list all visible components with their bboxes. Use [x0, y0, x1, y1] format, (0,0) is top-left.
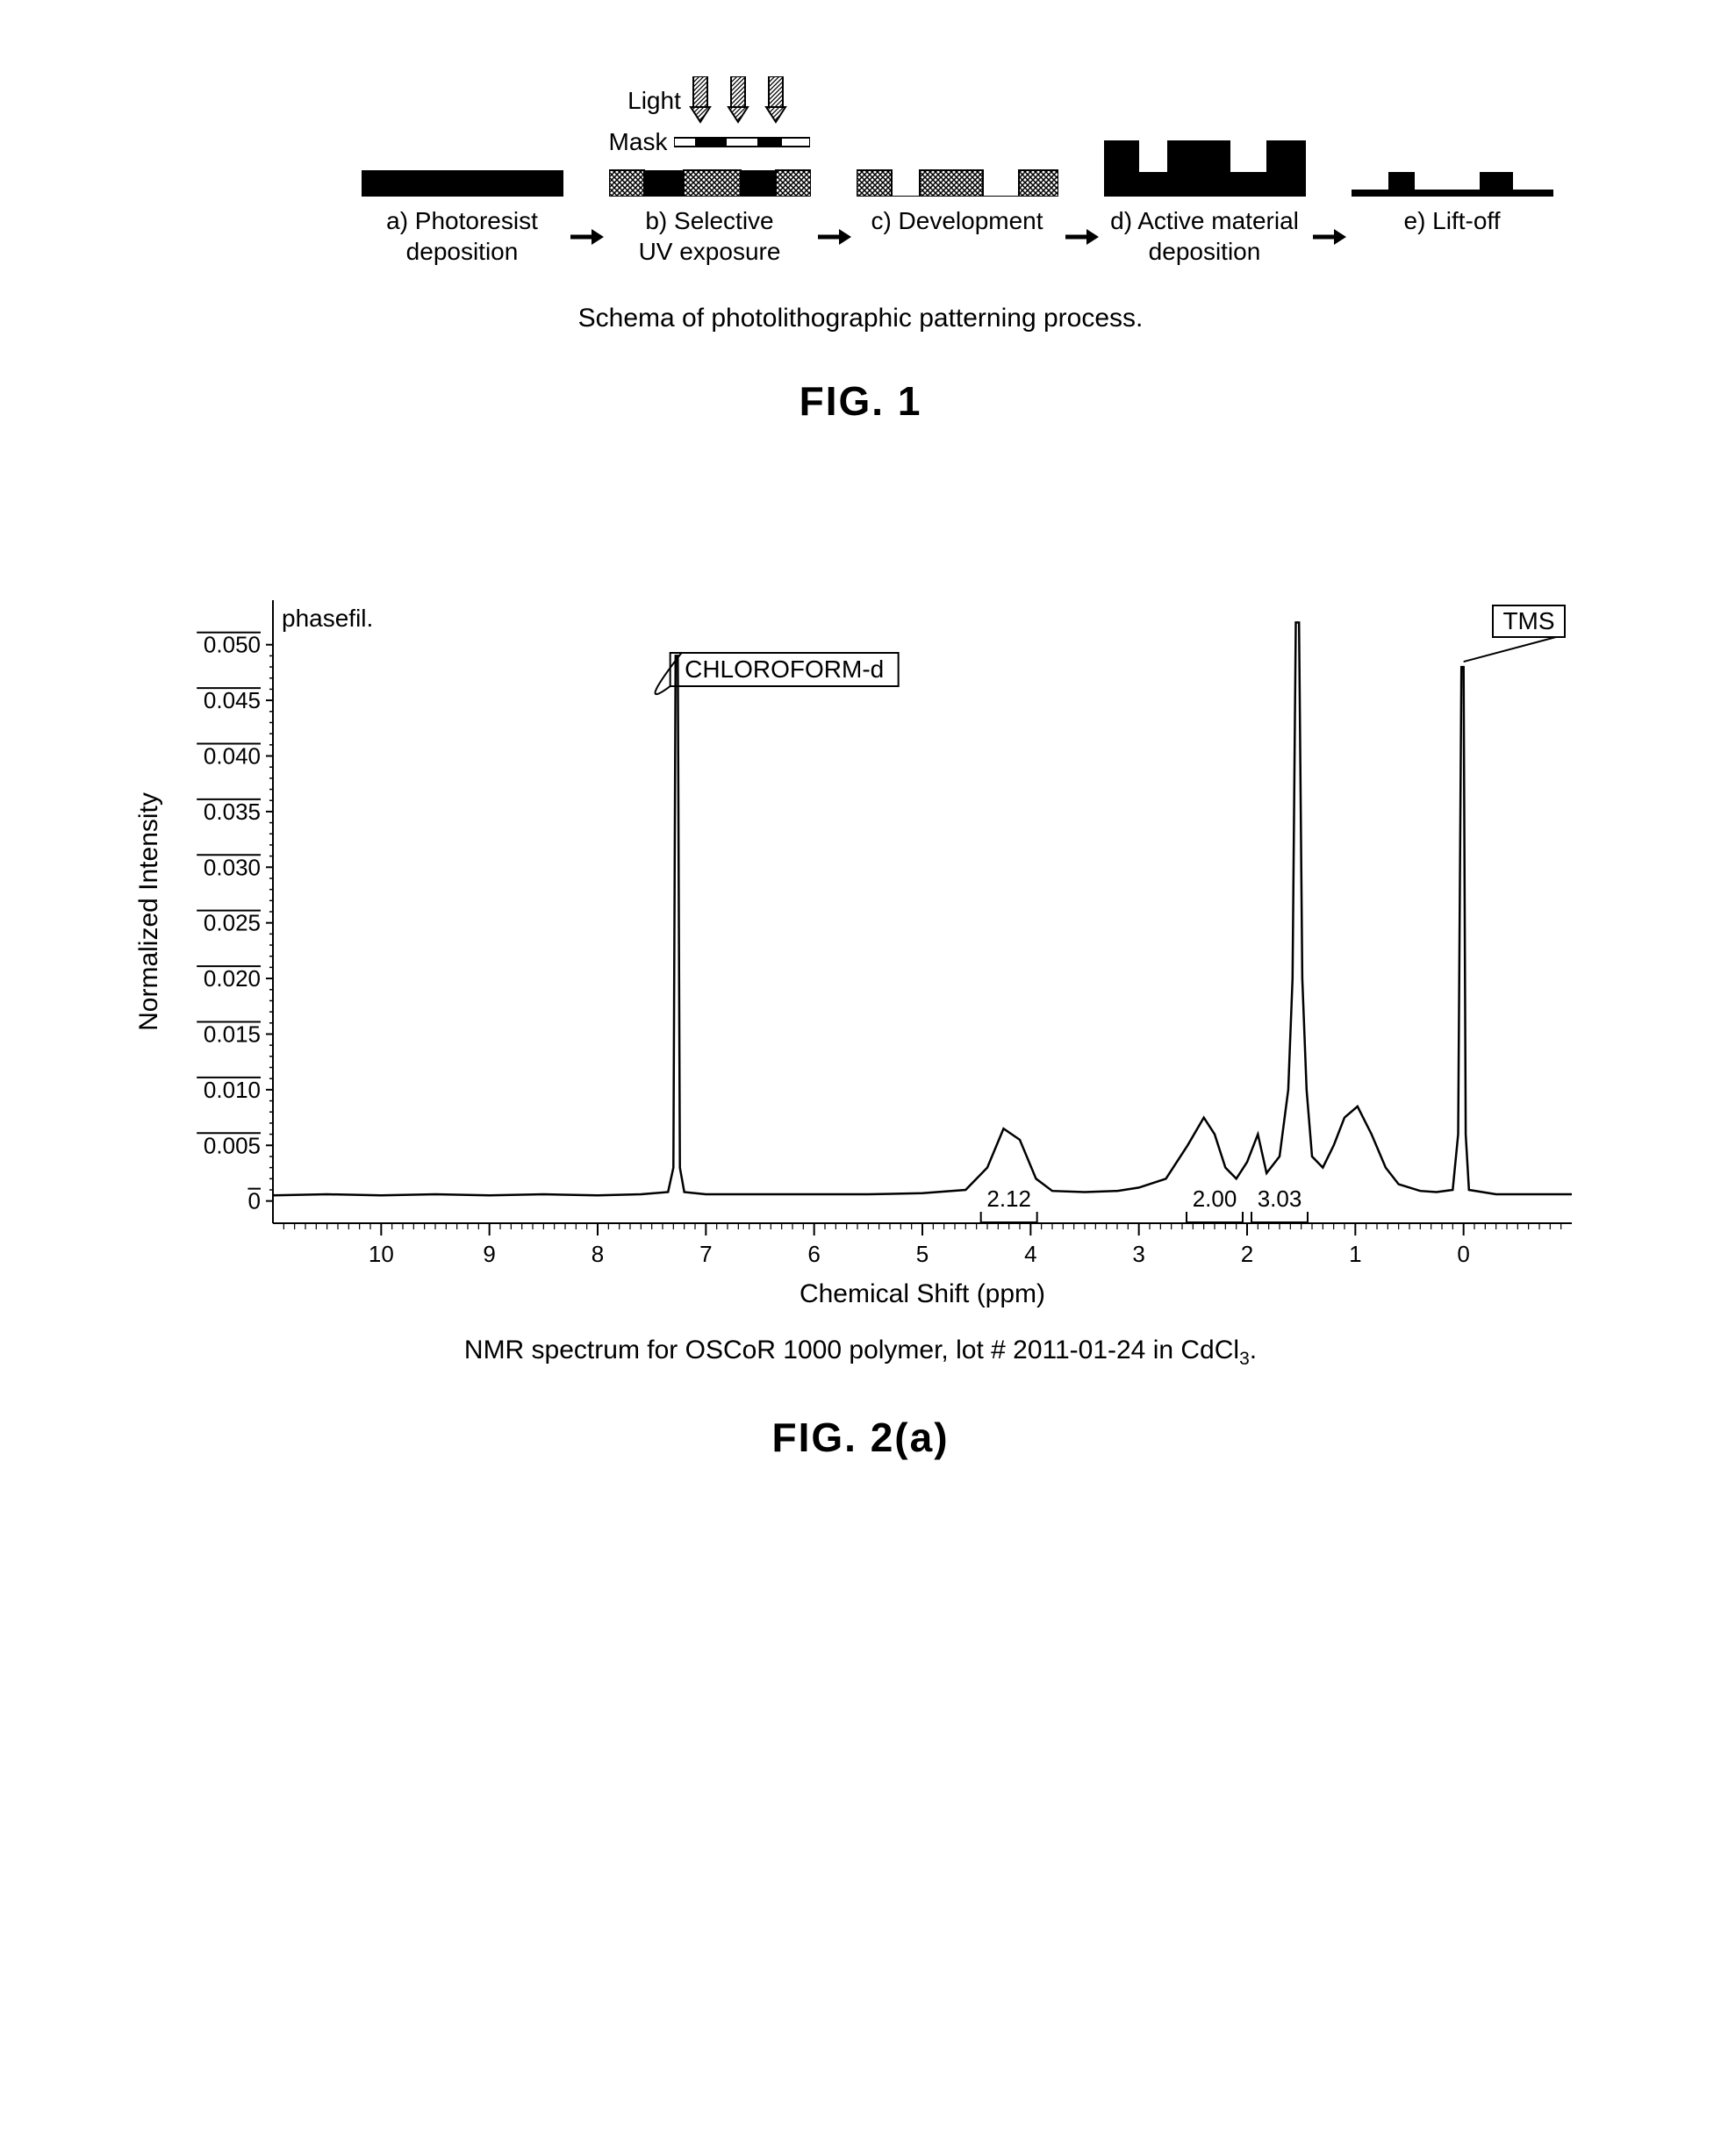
- step-d-caption: d) Active material deposition: [1110, 205, 1299, 269]
- step-a-caption: a) Photoresist deposition: [386, 205, 538, 269]
- svg-text:0.045: 0.045: [203, 687, 260, 713]
- fig2-caption-suffix: .: [1250, 1336, 1257, 1365]
- svg-text:2: 2: [1240, 1241, 1252, 1267]
- nmr-svg: 0 0.005 0.010 0.015 0.020 0.025 0.030 0.035 0.04…: [124, 583, 1598, 1320]
- step-c-line1: c) Development: [871, 205, 1043, 236]
- svg-text:0: 0: [1457, 1241, 1469, 1267]
- fig2-caption-sub: 3: [1239, 1349, 1250, 1369]
- schema-row: a) Photoresist deposition Light: [246, 35, 1668, 269]
- fig2-label: FIG. 2(a): [53, 1414, 1668, 1461]
- step-d-line2: deposition: [1110, 236, 1299, 267]
- mask-label: Mask: [609, 128, 668, 156]
- svg-text:7: 7: [699, 1241, 712, 1267]
- arrow-de: [1306, 221, 1352, 258]
- light-label: Light: [627, 87, 681, 115]
- step-e-graphic: [1352, 161, 1553, 197]
- fig2-caption: NMR spectrum for OSCoR 1000 polymer, lot…: [53, 1336, 1668, 1370]
- svg-text:5: 5: [915, 1241, 928, 1267]
- svg-text:0: 0: [247, 1188, 260, 1214]
- figure-1: a) Photoresist deposition Light: [53, 35, 1668, 425]
- step-b-graphic: [609, 161, 811, 197]
- step-a-graphic: [362, 161, 563, 197]
- step-a-line2: deposition: [386, 236, 538, 267]
- svg-text:0.040: 0.040: [203, 743, 260, 770]
- svg-text:2.00: 2.00: [1192, 1185, 1237, 1212]
- fig1-label: FIG. 1: [53, 377, 1668, 425]
- step-d-line1: d) Active material: [1110, 205, 1299, 236]
- step-c-caption: c) Development: [871, 205, 1043, 269]
- step-c: c) Development: [857, 56, 1058, 269]
- figure-2a: 0 0.005 0.010 0.015 0.020 0.025 0.030 0.035 0.04…: [53, 583, 1668, 1461]
- svg-text:0.050: 0.050: [203, 632, 260, 658]
- svg-text:0.015: 0.015: [203, 1021, 260, 1047]
- mask-graphic: [674, 135, 810, 149]
- svg-text:1: 1: [1349, 1241, 1361, 1267]
- svg-text:10: 10: [368, 1241, 393, 1267]
- step-b-caption: b) Selective UV exposure: [639, 205, 781, 269]
- step-e-line1: e) Lift-off: [1404, 205, 1501, 236]
- svg-text:6: 6: [807, 1241, 820, 1267]
- step-a-line1: a) Photoresist: [386, 205, 538, 236]
- step-d-graphic: [1104, 140, 1306, 197]
- svg-text:0.005: 0.005: [203, 1132, 260, 1158]
- fig1-schema-caption: Schema of photolithographic patterning p…: [53, 304, 1668, 333]
- svg-text:Normalized Intensity: Normalized Intensity: [134, 792, 163, 1031]
- svg-text:8: 8: [591, 1241, 603, 1267]
- svg-text:2.12: 2.12: [986, 1185, 1031, 1212]
- svg-text:phasefil.: phasefil.: [282, 605, 373, 632]
- svg-text:3: 3: [1132, 1241, 1144, 1267]
- light-arrows: [686, 76, 792, 125]
- svg-text:TMS: TMS: [1502, 607, 1554, 634]
- svg-text:3.03: 3.03: [1257, 1185, 1302, 1212]
- svg-text:0.025: 0.025: [203, 910, 260, 936]
- svg-text:0.030: 0.030: [203, 854, 260, 880]
- step-a: a) Photoresist deposition: [362, 56, 563, 269]
- nmr-chart: 0 0.005 0.010 0.015 0.020 0.025 0.030 0.035 0.04…: [124, 583, 1598, 1320]
- svg-text:Chemical Shift (ppm): Chemical Shift (ppm): [799, 1279, 1044, 1308]
- step-b-line1: b) Selective: [639, 205, 781, 236]
- arrow-ab: [563, 221, 609, 258]
- svg-text:CHLOROFORM-d: CHLOROFORM-d: [685, 655, 884, 683]
- svg-text:0.035: 0.035: [203, 799, 260, 825]
- step-e-caption: e) Lift-off: [1404, 205, 1501, 269]
- step-d: d) Active material deposition: [1104, 35, 1306, 269]
- svg-text:9: 9: [483, 1241, 495, 1267]
- arrow-bc: [811, 221, 857, 258]
- svg-text:0.010: 0.010: [203, 1077, 260, 1103]
- fig2-caption-prefix: NMR spectrum for OSCoR 1000 polymer, lot…: [464, 1336, 1239, 1365]
- arrow-cd: [1058, 221, 1104, 258]
- step-b: Light: [609, 56, 811, 269]
- step-b-line2: UV exposure: [639, 236, 781, 267]
- svg-text:0.020: 0.020: [203, 965, 260, 992]
- svg-text:4: 4: [1024, 1241, 1036, 1267]
- step-c-graphic: [857, 161, 1058, 197]
- step-e: e) Lift-off: [1352, 56, 1553, 269]
